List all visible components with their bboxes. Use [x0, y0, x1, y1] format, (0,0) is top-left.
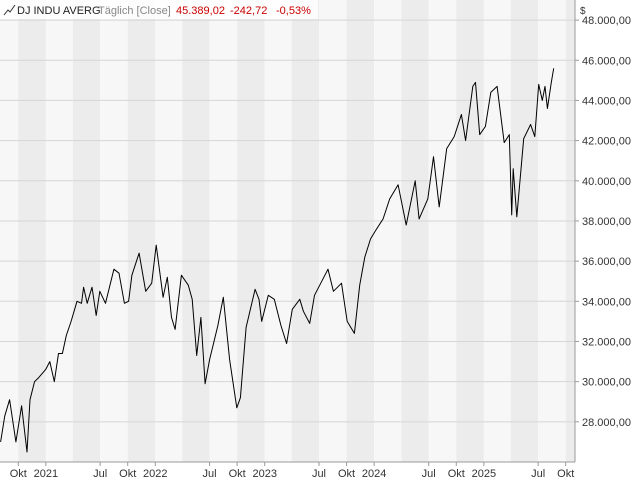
time-bands	[0, 0, 575, 462]
time-band	[127, 0, 156, 462]
time-band	[565, 0, 575, 462]
x-tick-label: 2022	[143, 468, 167, 480]
y-tick-label: 30.000,00	[582, 377, 631, 389]
time-band	[374, 0, 402, 462]
x-tick-label: 2025	[472, 468, 496, 480]
x-axis-ticks: Okt 2021 Jul Okt 2022 Jul Okt 2023 Jul Okt 2024 Jul…	[10, 462, 574, 480]
time-band	[100, 0, 128, 462]
time-band	[182, 0, 210, 462]
y-tick-label: 48.000,00	[582, 15, 631, 27]
time-band	[0, 0, 19, 462]
time-band	[155, 0, 183, 462]
y-tick-label: 38.000,00	[582, 216, 631, 228]
y-tick-label: 42.000,00	[582, 136, 631, 148]
y-tick-label: 40.000,00	[582, 176, 631, 188]
time-band	[346, 0, 375, 462]
time-band	[291, 0, 319, 462]
time-band	[401, 0, 429, 462]
x-tick-label: 2021	[34, 468, 58, 480]
x-tick-label: Jul	[312, 468, 326, 480]
time-band	[72, 0, 101, 462]
x-tick-label: Okt	[119, 468, 136, 480]
x-tick-label: Okt	[448, 468, 465, 480]
time-band	[18, 0, 46, 462]
x-tick-label: Okt	[229, 468, 246, 480]
axes	[0, 0, 576, 463]
time-band	[483, 0, 511, 462]
grid-lines	[0, 19, 575, 423]
x-tick-label: Jul	[531, 468, 545, 480]
x-tick-label: Okt	[338, 468, 355, 480]
time-band	[45, 0, 73, 462]
currency-label: $	[580, 6, 586, 17]
line-chart-icon	[3, 4, 16, 16]
y-tick-label: 36.000,00	[582, 256, 631, 268]
x-tick-label: Jul	[93, 468, 107, 480]
time-band	[428, 0, 457, 462]
y-tick-label: 28.000,00	[582, 417, 631, 429]
y-axis-ticks: 28.000,00 30.000,00 32.000,00 34.000,00 36.0…	[575, 15, 631, 429]
chart-header: DJ INDU AVERG Täglich [Close] 45.389,02 …	[0, 0, 318, 19]
x-tick-label: Jul	[203, 468, 217, 480]
header-background	[0, 0, 318, 19]
x-tick-label: Okt	[557, 468, 574, 480]
time-band	[209, 0, 238, 462]
time-band	[510, 0, 539, 462]
x-tick-label: 2024	[362, 468, 386, 480]
price-line	[0, 68, 555, 453]
time-band	[318, 0, 347, 462]
instrument-name: DJ INDU AVERG	[17, 5, 101, 17]
y-tick-label: 46.000,00	[582, 55, 631, 67]
interval-label: Täglich [Close]	[98, 5, 171, 17]
y-tick-label: 34.000,00	[582, 296, 631, 308]
change-percent: -0,53%	[276, 5, 311, 17]
last-price: 45.389,02	[176, 5, 225, 17]
time-band	[264, 0, 292, 462]
x-tick-label: Okt	[10, 468, 27, 480]
change-value: -242,72	[230, 5, 267, 17]
y-tick-label: 44.000,00	[582, 95, 631, 107]
header-text: DJ INDU AVERG Täglich [Close] 45.389,02 …	[17, 5, 311, 17]
time-band	[538, 0, 566, 462]
y-tick-label: 32.000,00	[582, 336, 631, 348]
price-series	[0, 68, 555, 453]
x-tick-label: 2023	[252, 468, 276, 480]
x-tick-label: Jul	[422, 468, 436, 480]
time-band	[456, 0, 484, 462]
